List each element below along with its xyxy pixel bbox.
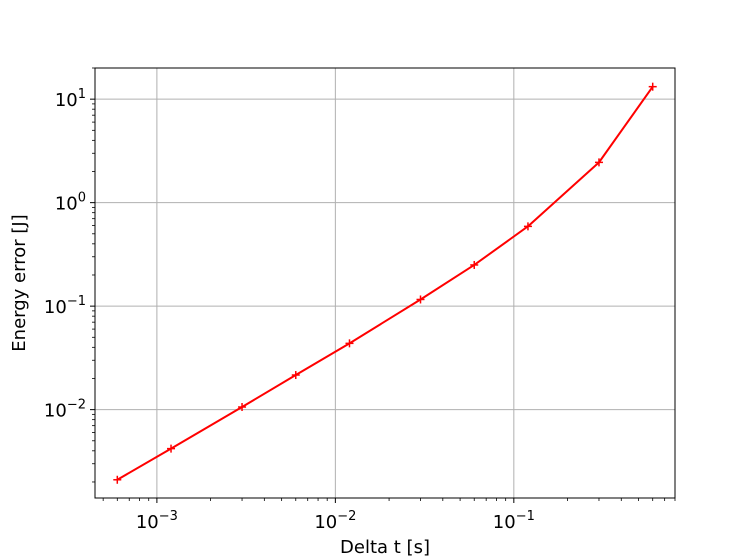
data-point-marker (238, 403, 247, 412)
y-tick-label: 10−1 (44, 294, 86, 318)
series-line (116, 86, 654, 481)
y-tick-label: 10−2 (44, 398, 86, 422)
x-tick-label: 10−1 (493, 509, 535, 533)
x-tick-label: 10−3 (136, 509, 178, 533)
data-point-marker (523, 222, 532, 231)
grid-lines (95, 68, 675, 498)
x-axis-label: Delta t [s] (340, 537, 430, 558)
data-point-marker (291, 371, 300, 380)
y-tick-label: 101 (55, 87, 86, 111)
y-axis-label: Energy error [J] (9, 214, 30, 351)
axis-ticks (90, 67, 676, 503)
y-tick-label: 100 (55, 191, 86, 215)
x-tick-label: 10−2 (314, 509, 356, 533)
data-point-marker (416, 295, 425, 304)
plot-frame (94, 67, 676, 499)
tick-labels: 10−3 10−2 10−1 10−2 10−1 100 101 (44, 87, 535, 533)
data-point-marker (167, 444, 176, 453)
data-point-marker (470, 260, 479, 269)
data-point-marker (345, 339, 354, 348)
data-point-marker (594, 158, 603, 167)
data-point-marker (648, 82, 657, 91)
series-layer (113, 82, 657, 484)
data-point-marker (113, 475, 122, 484)
